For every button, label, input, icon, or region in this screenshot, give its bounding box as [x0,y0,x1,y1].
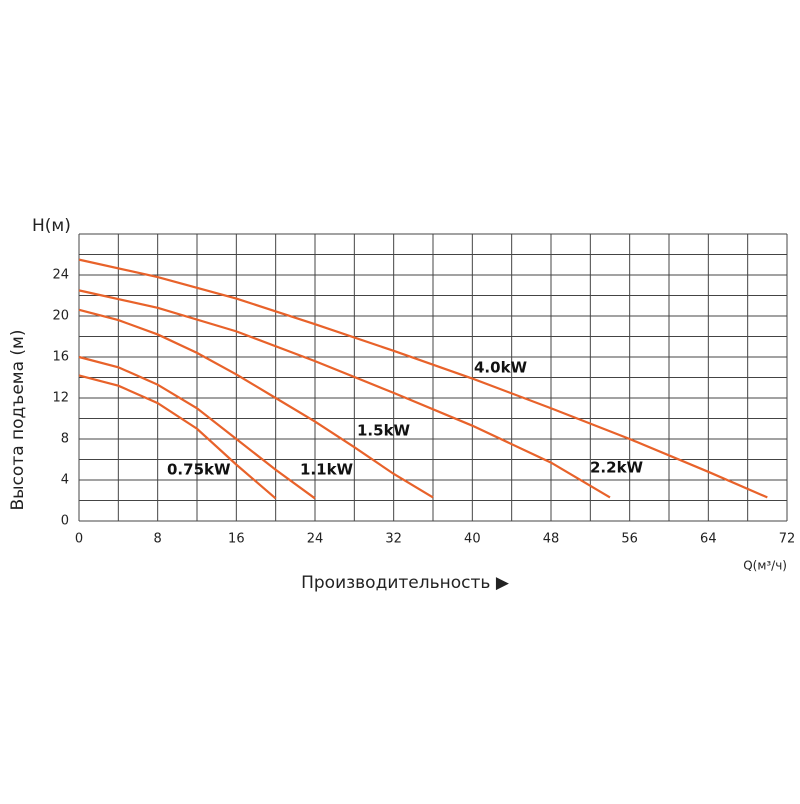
series-label: 1.5kW [357,422,411,440]
x-tick-label: 40 [464,532,481,547]
curve [78,374,277,500]
x-tick-label: 56 [621,532,638,547]
x-axis-title: Производительность ▶ [301,573,510,593]
x-tick-label: 16 [228,532,245,547]
y-tick-label: 0 [61,514,69,529]
y-tick-label: 4 [61,473,69,488]
y-tick-label: 24 [52,268,69,283]
x-tick-label: 72 [779,532,796,547]
y-tick-label: 16 [52,350,69,365]
curve [78,258,768,499]
x-tick-label: 24 [307,532,324,547]
x-tick-label: 48 [543,532,560,547]
curve [78,289,611,499]
series-label: 2.2kW [590,459,644,477]
x-tick-label: 64 [700,532,717,547]
series-label: 0.75kW [167,461,231,479]
x-tick-label: 0 [75,532,83,547]
series-label: 4.0kW [474,359,528,377]
y-tick-label: 8 [61,432,69,447]
x-unit-label: Q(м³/ч) [743,559,787,573]
y-tick-label: 20 [52,309,69,324]
series-label: 1.1kW [300,461,354,479]
curve [78,355,316,500]
y-unit-label: H(м) [32,216,71,236]
y-axis-title: Высота подъема (м) [8,329,28,510]
curve [78,308,434,499]
y-tick-label: 12 [52,391,69,406]
x-tick-label: 8 [154,532,162,547]
x-tick-label: 32 [385,532,402,547]
